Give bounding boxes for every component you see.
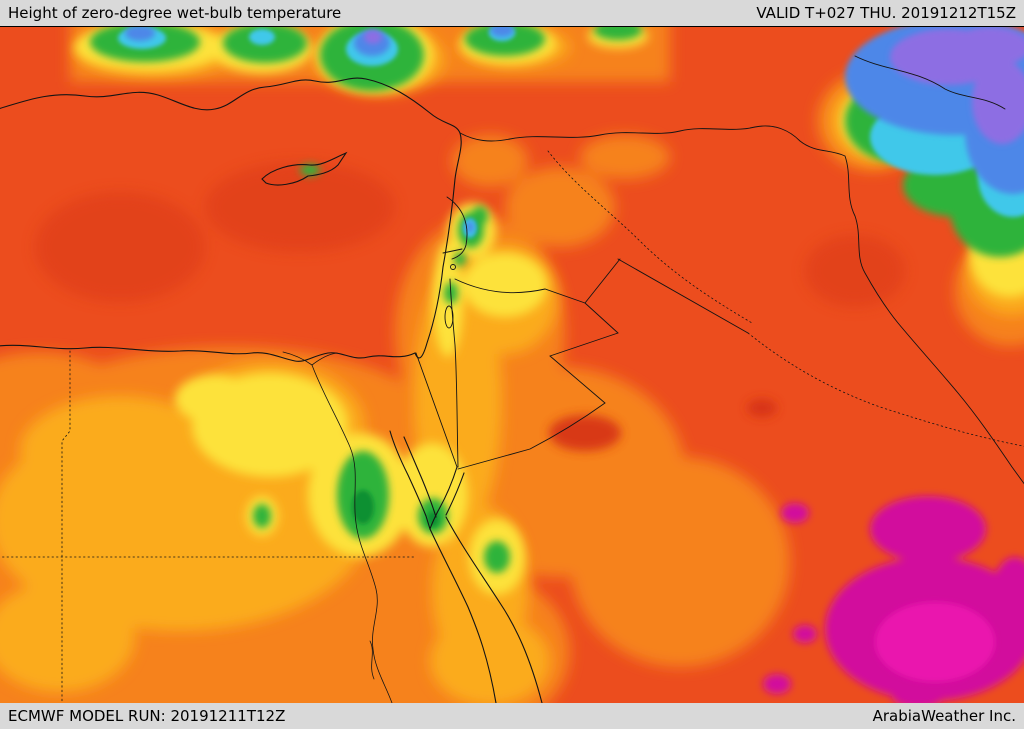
contour-layer-darkred [549,399,777,451]
geography-lines [0,55,1024,704]
header-bar: Height of zero-degree wet-bulb temperatu… [0,0,1024,26]
weather-map [0,27,1024,704]
map-title: Height of zero-degree wet-bulb temperatu… [8,4,342,22]
model-run-label: ECMWF MODEL RUN: 20191211T12Z [8,707,286,725]
contour-layer-darkred-subtle [35,162,905,307]
brand-label: ArabiaWeather Inc. [872,707,1016,725]
contour-layer-purple [364,27,1024,144]
country-borders-dotted [0,150,1024,704]
contour-layer-magenta-core [875,602,995,682]
coastline-path [0,77,543,704]
nile-river-path [282,351,393,704]
valid-time-label: VALID T+027 THU. 20191212T15Z [756,4,1016,22]
footer-bar: ECMWF MODEL RUN: 20191211T12Z ArabiaWeat… [0,703,1024,729]
map-area [0,26,1024,704]
country-borders-solid [415,55,1024,485]
